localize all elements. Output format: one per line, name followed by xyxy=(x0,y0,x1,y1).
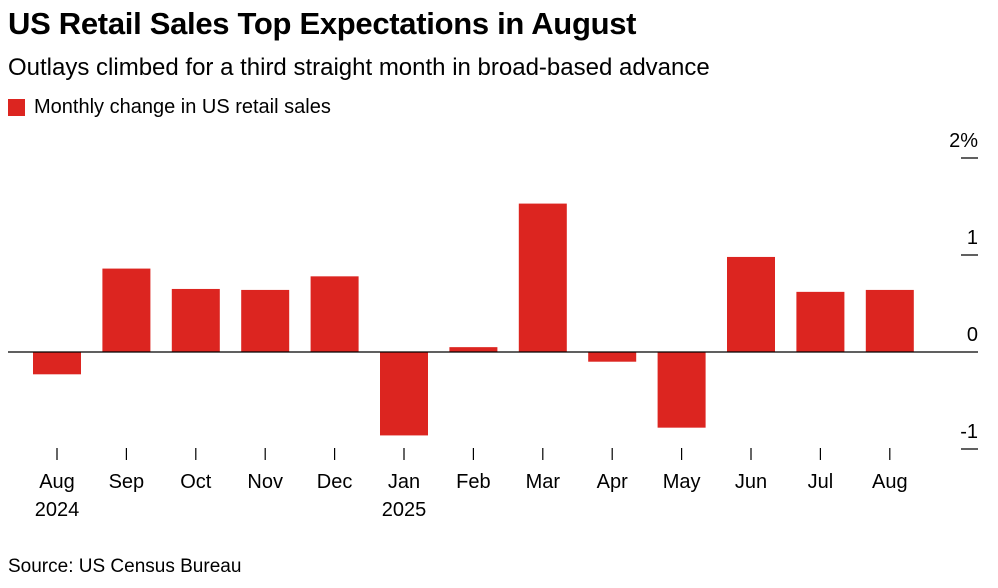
x-tick-year-label: 2024 xyxy=(35,499,80,521)
source-note: Source: US Census Bureau xyxy=(8,556,242,577)
y-axis: 2% 1 0 -1 xyxy=(949,130,978,450)
y-tick-label: -1 xyxy=(960,421,978,443)
x-tick-label: Jul xyxy=(808,471,834,493)
bar xyxy=(102,268,151,352)
x-tick-year-label: 2025 xyxy=(382,499,427,521)
x-tick-label: Oct xyxy=(180,471,212,493)
bar xyxy=(241,289,290,352)
bar xyxy=(796,291,845,352)
legend-swatch xyxy=(8,99,25,116)
bar xyxy=(33,352,81,375)
x-tick-label: May xyxy=(663,471,701,493)
x-tick-label: Aug xyxy=(872,471,908,493)
bar xyxy=(727,256,775,352)
bar xyxy=(518,203,567,352)
bar xyxy=(380,352,428,436)
x-tick-label: Feb xyxy=(456,471,490,493)
x-axis: Aug 2024 Sep Oct Nov Dec Jan 2025 Feb Mar Apr May Ju… xyxy=(35,448,908,521)
y-tick-label: 1 xyxy=(967,227,978,249)
bar xyxy=(310,276,359,352)
bar xyxy=(865,289,914,352)
x-tick-label: Mar xyxy=(526,471,561,493)
x-tick-label: Apr xyxy=(597,471,628,493)
x-tick-label: Jan xyxy=(388,471,420,493)
bar xyxy=(171,288,220,352)
y-tick-label: 0 xyxy=(967,324,978,346)
chart-title: US Retail Sales Top Expectations in Augu… xyxy=(8,6,637,41)
legend-label: Monthly change in US retail sales xyxy=(34,96,331,118)
legend: Monthly change in US retail sales xyxy=(8,96,331,119)
bars xyxy=(33,203,914,436)
x-tick-label: Aug xyxy=(39,471,75,493)
bar xyxy=(449,347,498,352)
x-tick-label: Dec xyxy=(317,471,353,493)
chart-subtitle: Outlays climbed for a third straight mon… xyxy=(8,54,710,81)
y-tick-label: 2% xyxy=(949,130,978,152)
x-tick-label: Jun xyxy=(735,471,767,493)
x-tick-label: Nov xyxy=(247,471,283,493)
x-tick-label: Sep xyxy=(109,471,145,493)
bar xyxy=(588,352,637,362)
bar xyxy=(657,352,706,428)
